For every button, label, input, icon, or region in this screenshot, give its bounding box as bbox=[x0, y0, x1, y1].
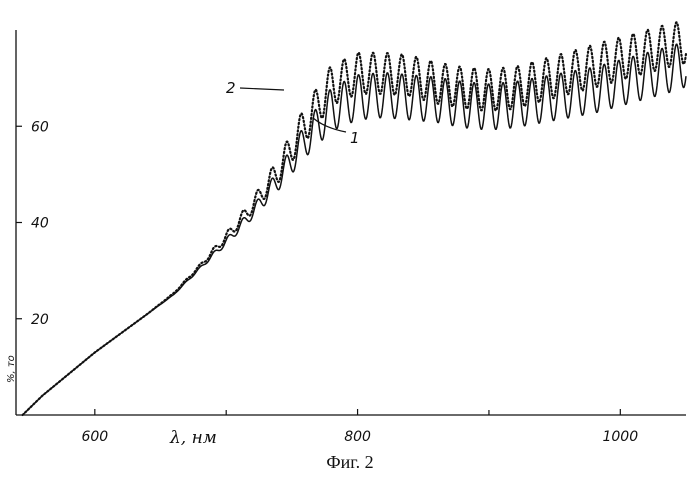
figure-caption: Фиг. 2 bbox=[0, 452, 700, 473]
axes bbox=[16, 30, 686, 415]
series-label-1-text: 1 bbox=[350, 129, 360, 147]
x-tick-label: 600 bbox=[81, 429, 108, 445]
series-label-2-leader bbox=[240, 88, 284, 90]
y-tick-label: 40 bbox=[31, 216, 49, 232]
series-label-2: 2 bbox=[226, 79, 284, 97]
y-axis-title: %, то bbox=[6, 355, 17, 383]
ticks bbox=[16, 126, 620, 415]
x-tick-label: 800 bbox=[344, 429, 371, 445]
series-layer bbox=[23, 22, 686, 415]
y-tick-label: 20 bbox=[31, 312, 49, 328]
series-label-2-text: 2 bbox=[226, 79, 236, 97]
y-tick-label: 60 bbox=[31, 119, 49, 135]
tick-labels: 600 800 1000 20 40 60 bbox=[31, 119, 638, 445]
x-tick-label: 1000 bbox=[602, 429, 638, 445]
x-axis-title: λ, нм bbox=[169, 428, 217, 448]
series-line-1 bbox=[23, 44, 686, 415]
